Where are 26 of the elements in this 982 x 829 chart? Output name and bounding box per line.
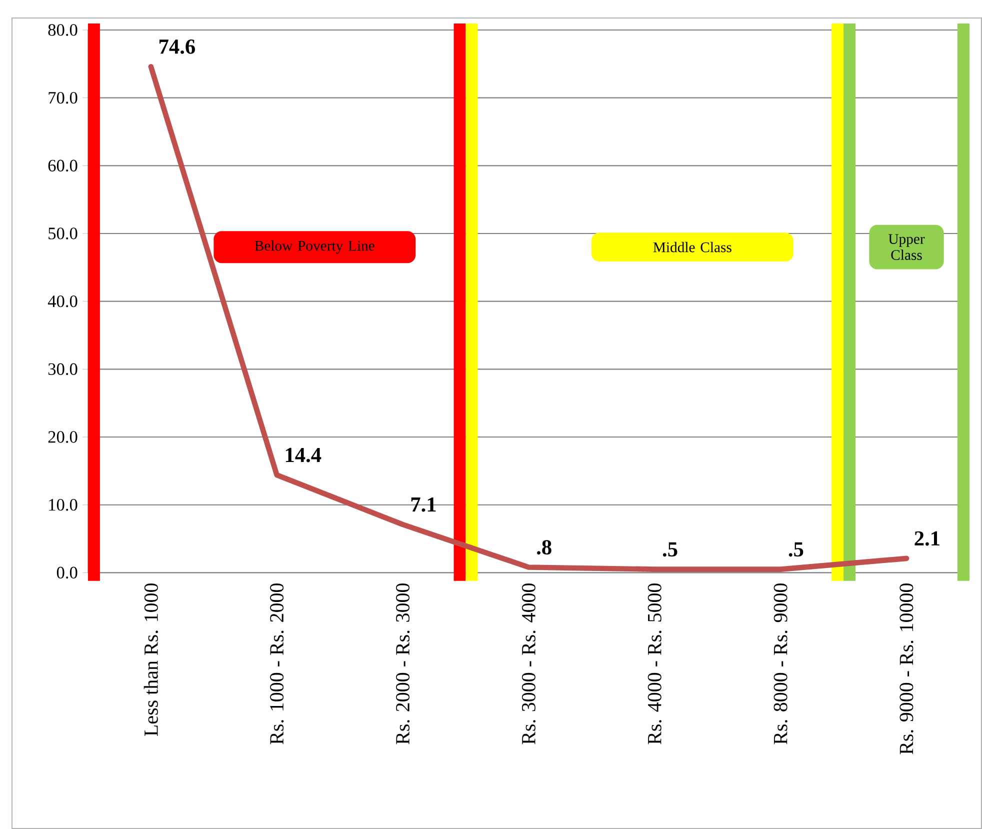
data-label: .5 [788, 542, 804, 557]
y-tick-label: 10.0 [49, 498, 78, 511]
y-tick-label: 0.0 [56, 566, 78, 579]
y-tick-label: 20.0 [48, 431, 78, 443]
data-label: 14.4 [286, 448, 322, 462]
data-label: 2.1 [914, 531, 940, 546]
y-tick-label: 30.0 [48, 363, 78, 376]
band-label: Middle Class [653, 242, 732, 252]
y-tick-label: 40.0 [48, 295, 78, 308]
y-tick-label: 70.0 [48, 92, 78, 104]
y-tick-label: 50.0 [48, 228, 78, 240]
x-tick-label: Less than Rs. 1000 [144, 583, 158, 736]
x-tick-label: Rs. 2000 - Rs. 3000 [396, 583, 410, 744]
data-label: .8 [537, 540, 552, 555]
y-tick-label: 80.0 [48, 24, 78, 36]
data-label: .5 [662, 542, 678, 557]
band-label: Below Poverty Line [254, 240, 374, 254]
data-label: 74.6 [160, 39, 195, 54]
x-tick-label: Rs. 8000 - Rs. 9000 [774, 583, 788, 744]
band-label: Upper Class [888, 234, 925, 260]
x-tick-label: Rs. 9000 - Rs. 10000 [900, 583, 914, 754]
x-tick-label: Rs. 3000 - Rs. 4000 [522, 583, 536, 744]
data-label: 7.1 [411, 497, 436, 512]
x-tick-label: Rs. 4000 - Rs. 5000 [648, 583, 662, 744]
x-tick-label: Rs. 1000 - Rs. 2000 [270, 583, 284, 744]
y-tick-label: 60.0 [48, 160, 78, 172]
